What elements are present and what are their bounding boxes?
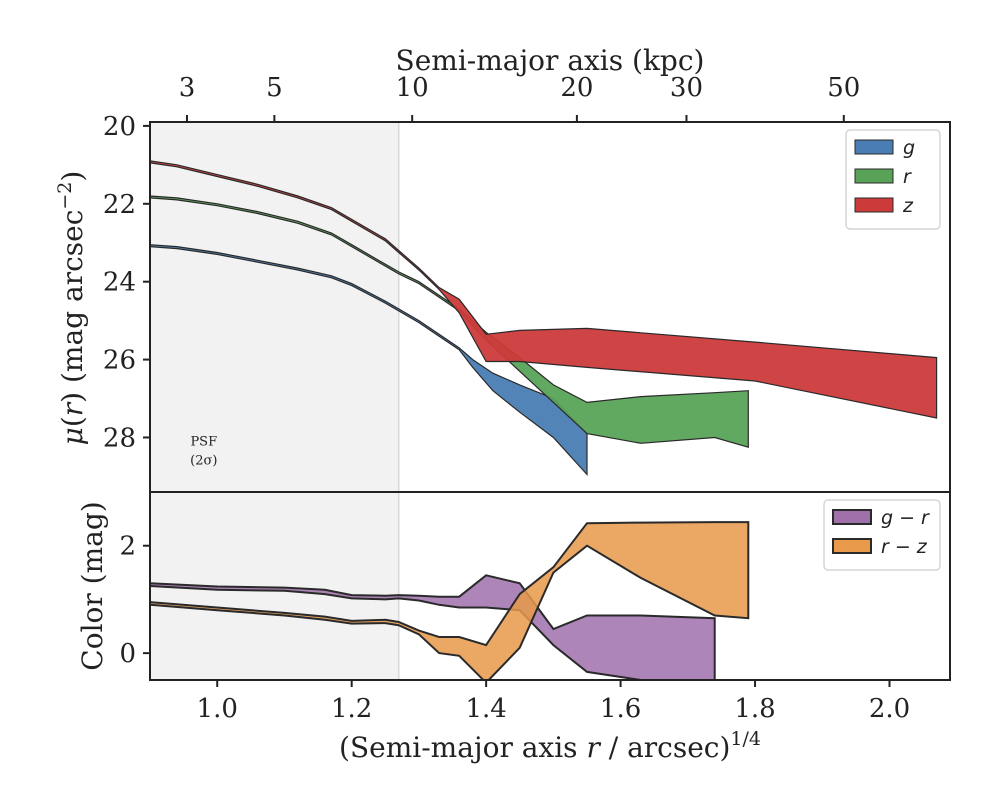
- x-title-exponent: 1/4: [730, 728, 761, 750]
- x-axis-title: (Semi-major axis r / arcsec)1/4: [339, 728, 761, 764]
- psf-annotation: PSF (2σ): [190, 434, 217, 468]
- legend-swatch: [854, 139, 894, 155]
- psf-label: PSF: [190, 434, 217, 449]
- y-tick-label: 26: [103, 346, 136, 376]
- legend-label: g − r: [881, 507, 930, 529]
- x-tick-label: 1.2: [331, 694, 372, 724]
- x-tick-label: 2.0: [869, 694, 910, 724]
- color-y-axis-title: Color (mag): [76, 501, 109, 670]
- top-tick-label: 30: [670, 73, 703, 103]
- x-tick-label: 1.0: [197, 694, 238, 724]
- surface-brightness-series: [150, 160, 938, 477]
- series-band-gr: [150, 574, 716, 680]
- color-series: [150, 521, 750, 680]
- y-title-paren: (: [56, 416, 89, 427]
- y-title-symbol: μ: [56, 427, 89, 445]
- y-title-exponent: −2: [54, 182, 76, 210]
- surface-brightness-y-axis-title: μ(r) (mag arcsec−2): [54, 171, 89, 446]
- top-tick-label: 3: [179, 73, 196, 103]
- legend-swatch: [832, 538, 872, 554]
- legend-swatch: [854, 197, 894, 213]
- y-tick-label: 28: [103, 423, 136, 453]
- top-axis-title: Semi-major axis (kpc): [396, 44, 705, 77]
- y-tick-label: 20: [103, 112, 136, 142]
- surface-brightness-y-axis: 20 22 24 26 28: [103, 112, 150, 453]
- y-title-close: ): [56, 171, 89, 182]
- y-tick-label: 22: [103, 190, 136, 220]
- top-tick-label: 10: [396, 73, 429, 103]
- series-band-g: [150, 244, 588, 477]
- psf-sigma-label: (2σ): [190, 454, 217, 469]
- x-title-variable: r: [586, 731, 601, 764]
- y-title-units: ) (mag arcsec: [56, 210, 89, 403]
- surface-brightness-legend: grz: [845, 129, 941, 230]
- color-panel: 02 g − rr − z: [119, 491, 951, 681]
- series-band-rz: [150, 521, 750, 680]
- legend-swatch: [854, 168, 894, 184]
- y-title-variable: r: [56, 401, 89, 416]
- color-y-axis: 02: [119, 532, 150, 669]
- x-tick-label: 1.6: [600, 694, 641, 724]
- y-tick-label: 2: [119, 532, 136, 562]
- series-band-r: [150, 195, 749, 448]
- legend-label: r − z: [881, 536, 928, 558]
- legend-label: r: [903, 166, 912, 188]
- top-tick-label: 20: [560, 73, 593, 103]
- y-tick-label: 24: [103, 268, 136, 298]
- x-tick-label: 1.4: [465, 694, 506, 724]
- legend-label: z: [902, 195, 914, 217]
- surface-brightness-panel: PSF (2σ) 20 22 24 26 28 grz: [103, 112, 951, 493]
- x-title-units: / arcsec): [600, 731, 731, 764]
- legend-label: g: [903, 137, 915, 159]
- inner-region-shading: [150, 122, 400, 492]
- top-axis: 3 5 10 20 30 50: [179, 73, 860, 122]
- shaded-region: [150, 122, 399, 492]
- bottom-x-axis: 1.0 1.2 1.4 1.6 1.8 2.0: [197, 680, 910, 724]
- color-legend: g − r r − z: [823, 499, 941, 571]
- legend-swatch: [832, 509, 872, 525]
- top-tick-label: 50: [827, 73, 860, 103]
- series-band-z: [150, 160, 938, 419]
- x-title-text: (Semi-major axis: [339, 731, 586, 764]
- top-tick-label: 5: [266, 73, 283, 103]
- x-tick-label: 1.8: [734, 694, 775, 724]
- y-tick-label: 0: [119, 639, 136, 669]
- lower-panel-frame: [149, 491, 951, 681]
